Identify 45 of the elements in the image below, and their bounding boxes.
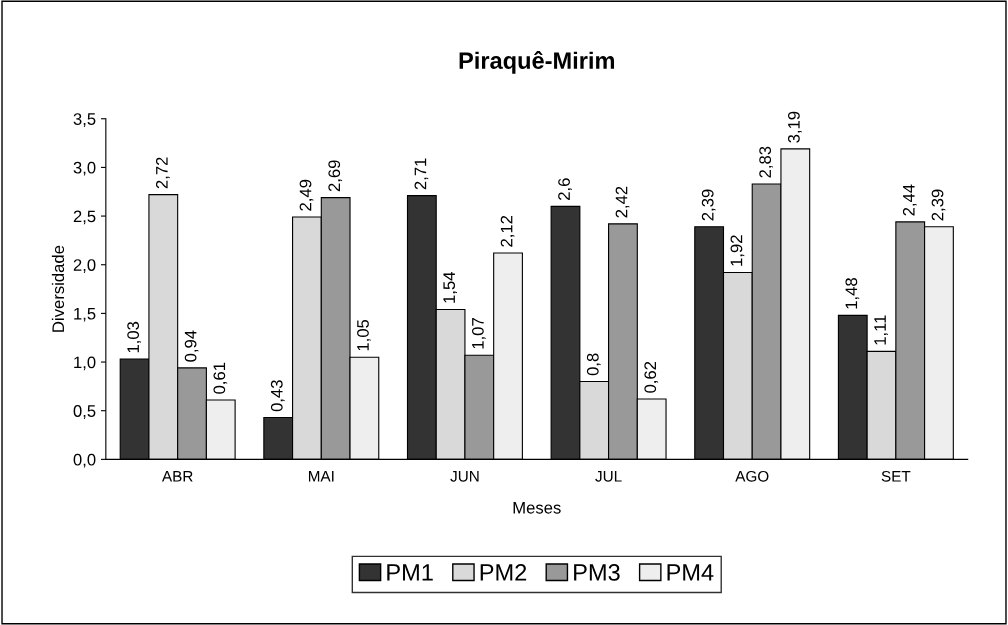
x-tick-label: MAI: [308, 471, 334, 482]
y-tick-label: 2,5: [73, 210, 96, 225]
data-label: 1,92: [730, 235, 745, 266]
data-label: 2,83: [759, 146, 774, 178]
y-tick-label: 0,5: [73, 405, 96, 419]
y-tick-label: 1,0: [74, 356, 96, 371]
chart-title: Piraquê-Mirim: [459, 51, 615, 74]
data-label: 1,11: [874, 315, 888, 345]
data-label: 0,62: [644, 361, 659, 393]
data-label: 2,72: [155, 157, 170, 189]
data-label: 1,07: [471, 318, 486, 349]
data-label: 2,6: [558, 178, 572, 200]
y-tick-label: 0,0: [73, 453, 96, 468]
data-label: 0,94: [184, 330, 199, 362]
data-label: 2,44: [902, 184, 917, 216]
data-label: 1,48: [845, 278, 860, 309]
x-tick-label: SET: [881, 470, 911, 482]
data-label: 2,42: [615, 186, 630, 218]
data-label: 1,05: [357, 319, 371, 351]
data-label: 2,39: [701, 189, 716, 221]
data-label: 2,39: [931, 189, 946, 221]
data-label: 3,19: [787, 111, 802, 143]
data-label: 2,71: [414, 158, 429, 190]
y-axis-title: Diversidade: [51, 245, 65, 332]
data-label: 0,61: [213, 362, 228, 394]
data-label: 0,8: [586, 353, 601, 376]
data-label: 0,43: [270, 380, 285, 412]
x-axis-title: Meses: [513, 502, 561, 514]
y-tick-label: 3,0: [73, 161, 96, 176]
y-tick-label: 1,5: [74, 307, 96, 322]
y-tick-label: 2,0: [73, 259, 96, 273]
data-label: 2,49: [299, 179, 314, 211]
legend-label: PM2: [480, 564, 527, 581]
x-tick-label: AGO: [735, 470, 769, 482]
data-label: 1,54: [443, 271, 458, 303]
x-tick-label: ABR: [161, 471, 193, 482]
legend-label: PM4: [667, 564, 714, 581]
x-tick-label: JUL: [595, 471, 622, 482]
x-tick-label: JUN: [450, 471, 479, 482]
legend-label: PM3: [574, 564, 620, 581]
data-label: 2,69: [328, 160, 343, 192]
data-label: 1,03: [127, 321, 142, 353]
data-label: 2,12: [500, 215, 515, 247]
y-tick-label: 3,5: [73, 113, 96, 127]
legend-label: PM1: [387, 564, 433, 581]
